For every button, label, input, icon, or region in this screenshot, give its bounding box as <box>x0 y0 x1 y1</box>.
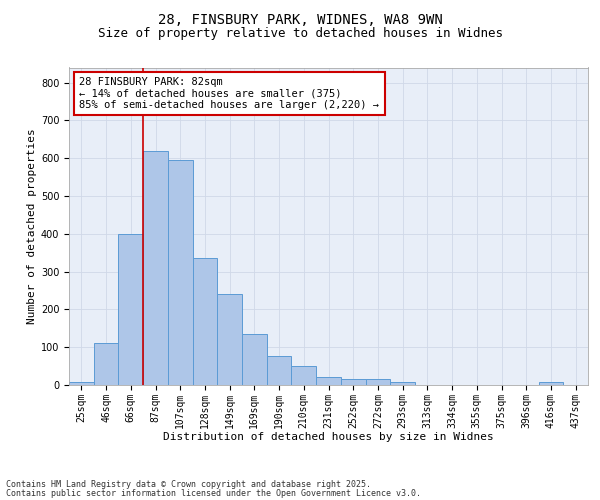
Y-axis label: Number of detached properties: Number of detached properties <box>26 128 37 324</box>
Text: Size of property relative to detached houses in Widnes: Size of property relative to detached ho… <box>97 28 503 40</box>
Bar <box>143 150 168 385</box>
Bar <box>94 344 118 385</box>
Text: Contains HM Land Registry data © Crown copyright and database right 2025.: Contains HM Land Registry data © Crown c… <box>6 480 371 489</box>
Bar <box>217 294 242 385</box>
Bar <box>69 382 94 385</box>
Bar <box>341 380 365 385</box>
Bar <box>242 334 267 385</box>
Bar <box>316 378 341 385</box>
Bar <box>390 382 415 385</box>
Bar <box>193 258 217 385</box>
Bar <box>168 160 193 385</box>
Bar <box>365 380 390 385</box>
Bar <box>539 382 563 385</box>
Text: 28, FINSBURY PARK, WIDNES, WA8 9WN: 28, FINSBURY PARK, WIDNES, WA8 9WN <box>158 12 442 26</box>
Text: 28 FINSBURY PARK: 82sqm
← 14% of detached houses are smaller (375)
85% of semi-d: 28 FINSBURY PARK: 82sqm ← 14% of detache… <box>79 77 379 110</box>
Bar <box>292 366 316 385</box>
Bar <box>118 234 143 385</box>
Text: Contains public sector information licensed under the Open Government Licence v3: Contains public sector information licen… <box>6 488 421 498</box>
X-axis label: Distribution of detached houses by size in Widnes: Distribution of detached houses by size … <box>163 432 494 442</box>
Bar <box>267 356 292 385</box>
